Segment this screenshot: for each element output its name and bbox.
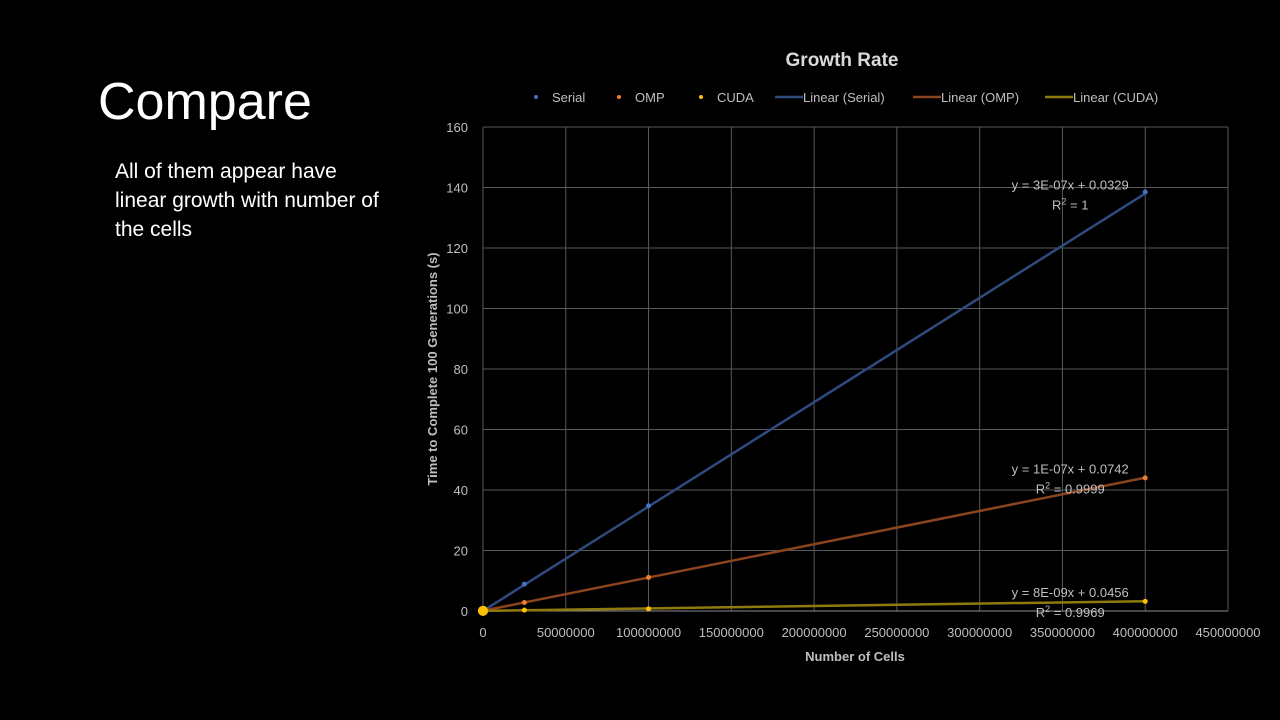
point-serial bbox=[646, 503, 652, 509]
x-axis-ticks: 0 50000000 100000000 150000000 200000000 2500… bbox=[479, 625, 1260, 640]
x-tick-label: 450000000 bbox=[1195, 625, 1260, 640]
point-cuda bbox=[478, 605, 488, 616]
data-points bbox=[478, 189, 1148, 616]
y-tick-label: 120 bbox=[446, 241, 468, 256]
x-tick-label: 50000000 bbox=[537, 625, 595, 640]
x-tick-label: 350000000 bbox=[1030, 625, 1095, 640]
point-omp bbox=[521, 600, 527, 606]
y-axis-label: Time to Complete 100 Generations (s) bbox=[425, 252, 440, 485]
y-tick-label: 0 bbox=[461, 604, 468, 619]
y-tick-label: 60 bbox=[454, 423, 468, 438]
r-squared-label: R2 = 0.9969 bbox=[1036, 604, 1105, 620]
trendline-equation: y = 1E-07x + 0.0742 bbox=[1012, 462, 1129, 477]
trendline-serial bbox=[482, 192, 1146, 612]
x-tick-label: 400000000 bbox=[1113, 625, 1178, 640]
y-tick-label: 140 bbox=[446, 181, 468, 196]
trendline-equations: y = 3E-07x + 0.0329 R2 = 1 y = 1E-07x + 0.… bbox=[1012, 177, 1129, 620]
legend-label: Serial bbox=[552, 90, 585, 105]
x-tick-label: 150000000 bbox=[699, 625, 764, 640]
legend-marker bbox=[699, 95, 703, 99]
y-tick-label: 20 bbox=[454, 544, 468, 559]
legend-marker bbox=[534, 95, 538, 99]
point-cuda bbox=[521, 607, 527, 613]
chart-title: Growth Rate bbox=[786, 50, 899, 71]
trendline-equation: y = 3E-07x + 0.0329 bbox=[1012, 177, 1129, 192]
trendline-equation: y = 8E-09x + 0.0456 bbox=[1012, 585, 1129, 600]
point-cuda bbox=[646, 606, 652, 612]
chart-legend: Serial OMP CUDA Linear (Serial) Linear (OMP)… bbox=[534, 90, 1158, 105]
x-tick-label: 250000000 bbox=[864, 625, 929, 640]
y-tick-label: 80 bbox=[454, 362, 468, 377]
legend-label: OMP bbox=[635, 90, 665, 105]
x-tick-label: 300000000 bbox=[947, 625, 1012, 640]
x-tick-label: 100000000 bbox=[616, 625, 681, 640]
x-tick-label: 200000000 bbox=[782, 625, 847, 640]
slide-body-text: All of them appear have linear growth wi… bbox=[115, 160, 379, 241]
y-axis-ticks: 0 20 40 60 80 100 120 140 160 bbox=[446, 120, 468, 619]
point-omp bbox=[646, 574, 652, 580]
trendlines bbox=[482, 192, 1146, 613]
legend-label: Linear (OMP) bbox=[941, 90, 1019, 105]
point-serial bbox=[1142, 189, 1148, 195]
r-squared-label: R2 = 0.9999 bbox=[1036, 481, 1105, 497]
slide-title: Compare bbox=[98, 73, 312, 131]
chart-grid bbox=[482, 126, 1229, 612]
x-axis-label: Number of Cells bbox=[805, 649, 905, 664]
legend-label: CUDA bbox=[717, 90, 754, 105]
trendline-omp bbox=[482, 476, 1146, 613]
point-cuda bbox=[1142, 598, 1148, 604]
trendline-cuda bbox=[482, 599, 1146, 613]
y-tick-label: 40 bbox=[454, 483, 468, 498]
y-tick-label: 100 bbox=[446, 302, 468, 317]
r-squared-label: R2 = 1 bbox=[1052, 196, 1088, 212]
x-tick-label: 0 bbox=[479, 625, 486, 640]
legend-marker bbox=[617, 95, 621, 99]
point-serial bbox=[521, 581, 527, 587]
legend-label: Linear (Serial) bbox=[803, 90, 885, 105]
point-omp bbox=[1142, 475, 1148, 481]
legend-label: Linear (CUDA) bbox=[1073, 90, 1158, 105]
y-tick-label: 160 bbox=[446, 120, 468, 135]
